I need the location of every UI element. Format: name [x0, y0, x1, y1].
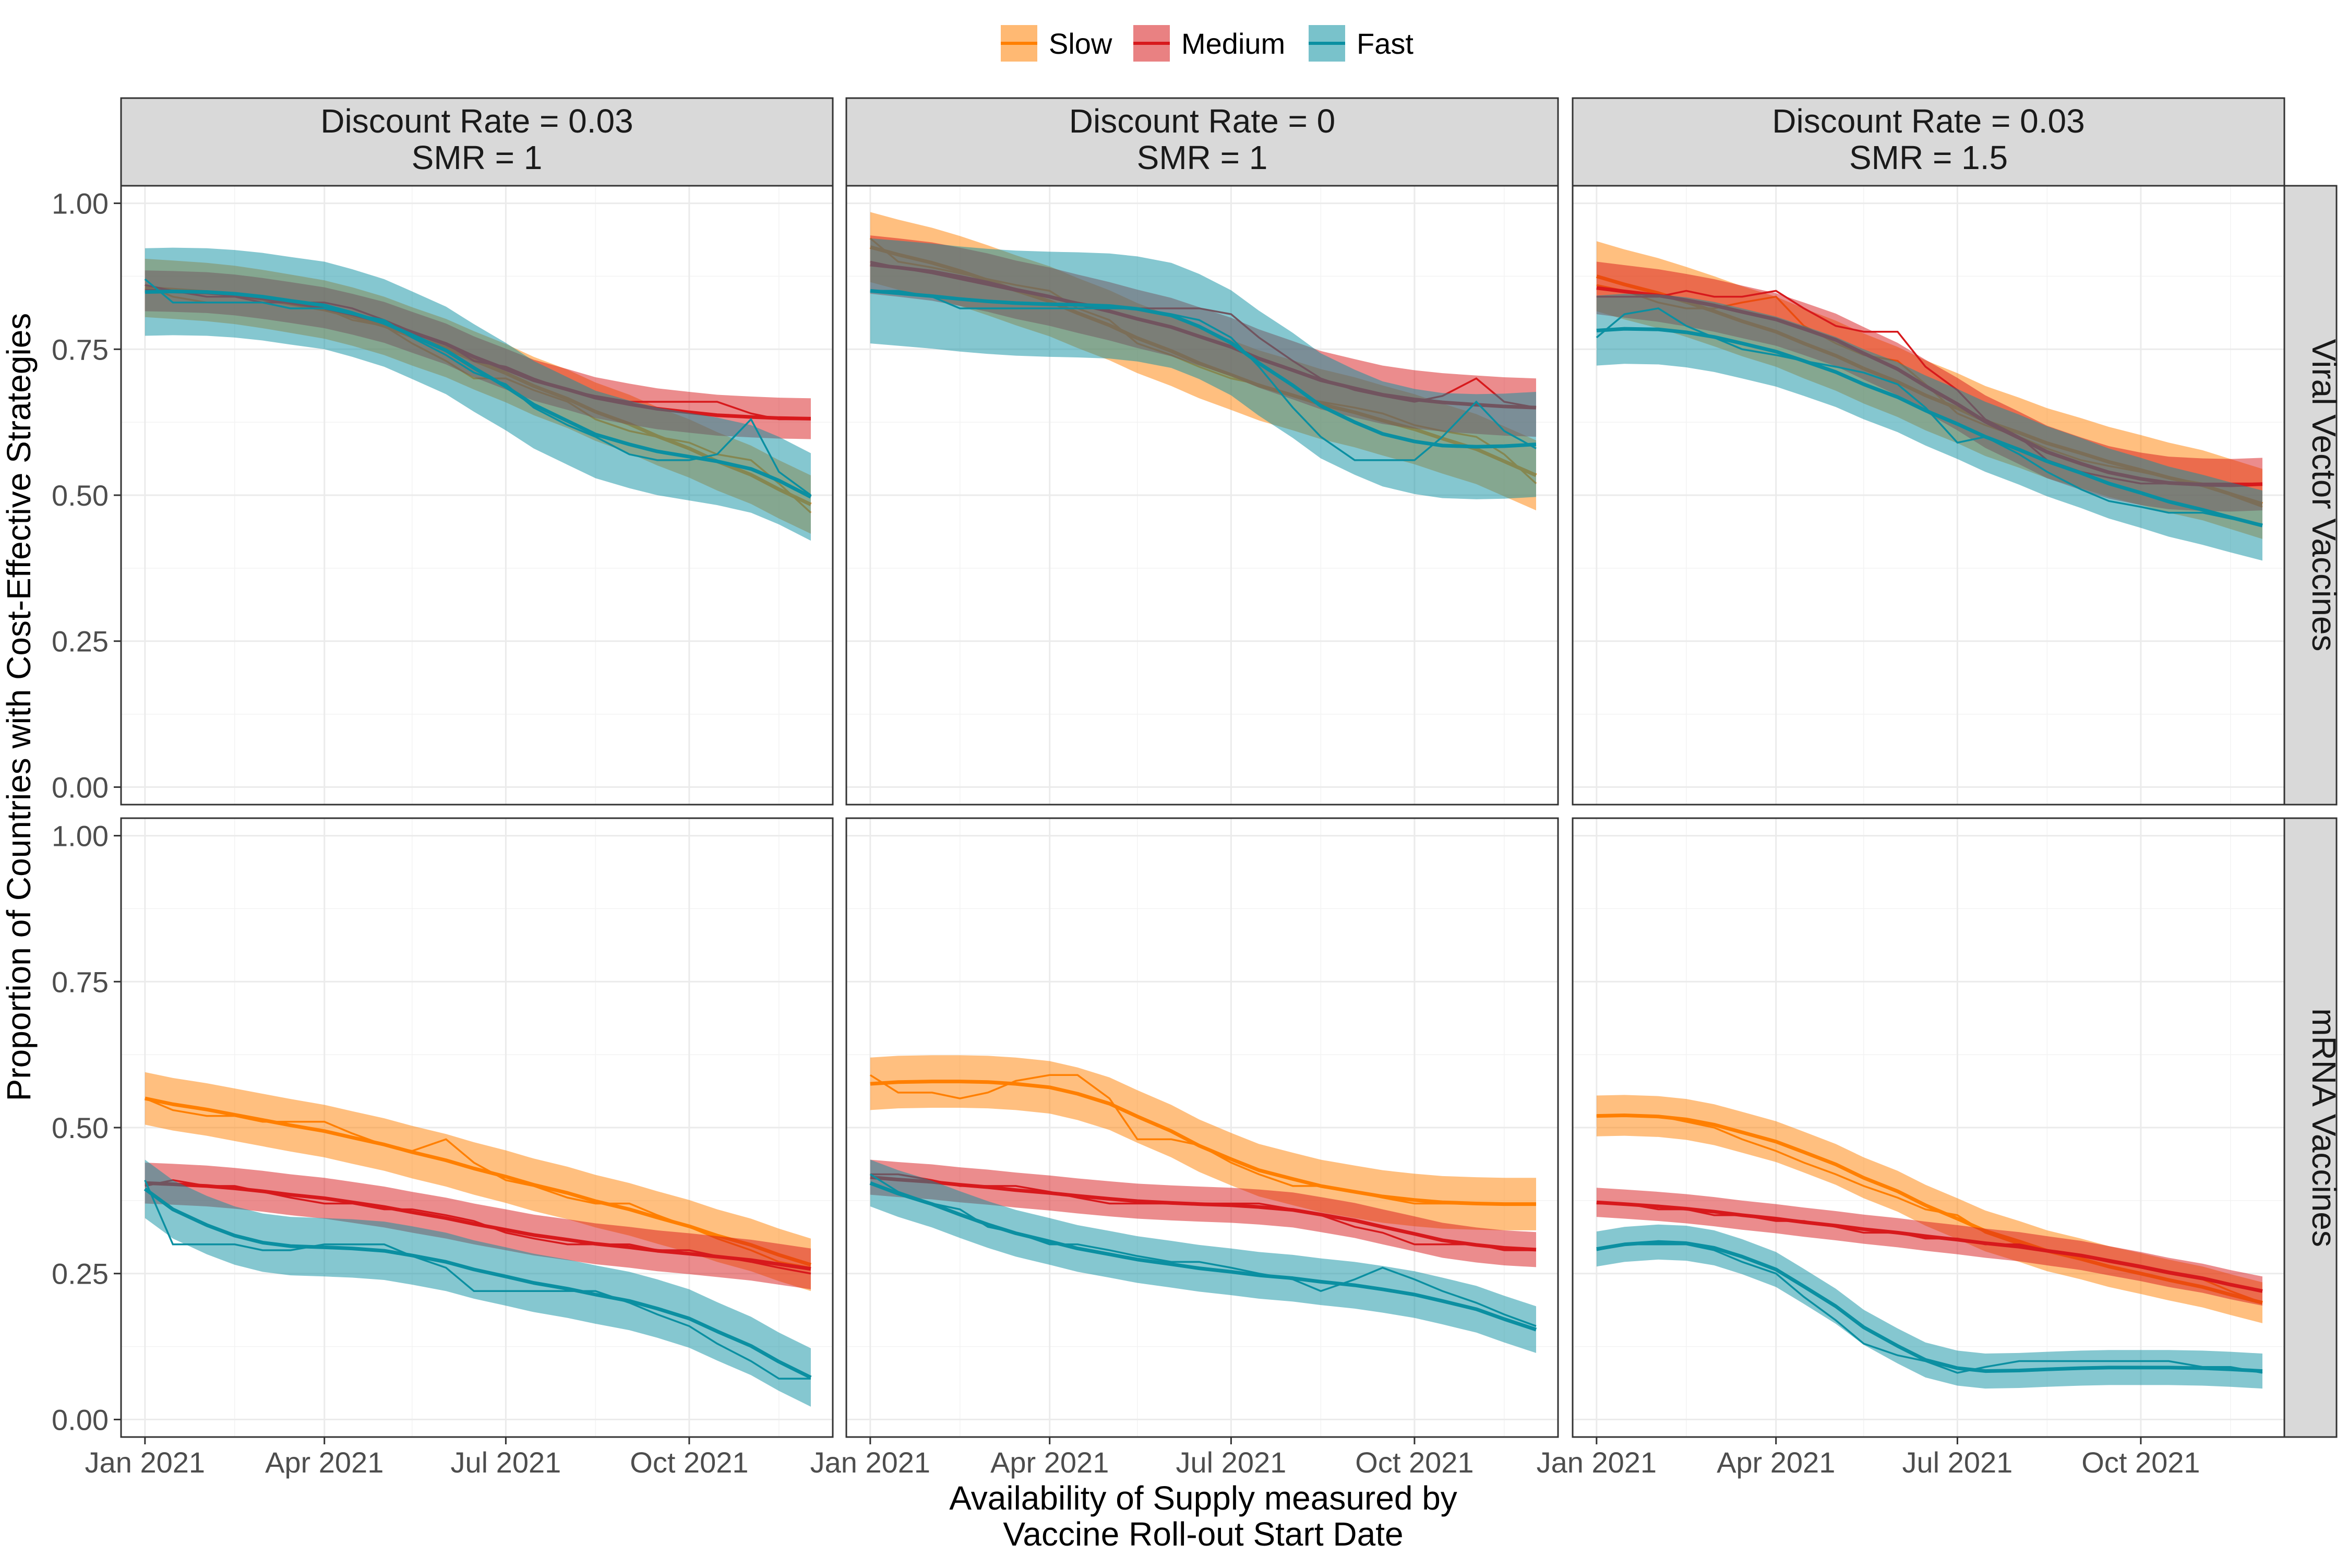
smoothed-series-line — [1596, 1240, 2263, 1373]
x-tick-label: Apr 2021 — [1717, 1446, 1835, 1479]
column-strip-label-line-2: SMR = 1 — [1137, 139, 1268, 176]
column-strip-label-line-2: SMR = 1 — [412, 139, 543, 176]
series-fast — [1596, 293, 2263, 561]
legend-item-slow: Slow — [1001, 25, 1112, 62]
x-tick-label: Jan 2021 — [85, 1446, 205, 1479]
confidence-band — [1596, 293, 2262, 561]
series-fast — [143, 1159, 812, 1407]
y-tick-label: 0.25 — [52, 625, 109, 658]
series-slow — [869, 1055, 1536, 1230]
row-strip-background — [2283, 185, 2338, 806]
smoothed-series-line — [145, 1096, 812, 1267]
x-tick-label: Jan 2021 — [1537, 1446, 1657, 1479]
row-strip-1: Viral Vector Vaccines — [2283, 185, 2343, 806]
y-axis-title-group: Proportion of Countries with Cost-Effect… — [0, 313, 38, 1102]
series-fast — [144, 247, 812, 541]
y-tick-label: 0.50 — [52, 479, 109, 512]
x-tick-label: Oct 2021 — [630, 1446, 748, 1479]
smoothed-series-line — [143, 1187, 812, 1380]
legend-item-fast: Fast — [1309, 25, 1413, 62]
y-tick-label: 0.50 — [52, 1111, 109, 1144]
smoothed-series-line — [145, 1181, 811, 1271]
x-axis-title-line-1: Availability of Supply measured by — [949, 1479, 1457, 1517]
series-medium — [1596, 1188, 2263, 1306]
column-strip-label-line-1: Discount Rate = 0 — [1069, 102, 1336, 140]
smoothed-series-line — [870, 1080, 1536, 1206]
smoothed-series-line — [869, 1181, 1537, 1332]
x-tick-label: Jan 2021 — [810, 1446, 930, 1479]
y-tick-label: 0.75 — [52, 333, 109, 366]
series-medium — [870, 1159, 1537, 1267]
y-tick-label: 0.25 — [52, 1258, 109, 1290]
panel-r1-c3 — [1572, 185, 2285, 806]
y-tick-label: 0.75 — [52, 965, 109, 998]
smoothed-series-line — [870, 1175, 1537, 1252]
panel-r2-c3: Jan 2021 Apr 2021 Jul 2021 Oct 2021 — [1537, 817, 2285, 1479]
legend-label: Slow — [1049, 27, 1112, 60]
smoothed-series-line — [145, 290, 812, 499]
legend-label: Medium — [1181, 27, 1285, 60]
panel-r2-c1: 0.00 0.25 0.50 0.75 1.00 Jan 2021 Apr 2021 Jul … — [52, 817, 834, 1479]
confidence-band — [870, 1055, 1536, 1230]
row-strip-background — [2283, 817, 2338, 1438]
panel-border — [1572, 185, 2285, 806]
column-strip-background — [120, 97, 834, 187]
panel-r1-c2 — [845, 185, 1559, 806]
column-strip-background — [1572, 97, 2285, 187]
smoothed-series-line — [870, 289, 1537, 449]
x-tick-label: Oct 2021 — [1355, 1446, 1474, 1479]
series-fast — [869, 1159, 1537, 1353]
panel-r2-c2: Jan 2021 Apr 2021 Jul 2021 Oct 2021 — [810, 817, 1559, 1479]
confidence-band — [145, 1159, 811, 1407]
panel-border — [845, 185, 1559, 806]
x-axis-title-line-2: Vaccine Roll-out Start Date — [1003, 1515, 1403, 1553]
series-medium — [145, 1163, 811, 1289]
y-axis-title: Proportion of Countries with Cost-Effect… — [0, 313, 38, 1102]
column-strip-label-line-1: Discount Rate = 0.03 — [1772, 102, 2085, 140]
confidence-band — [145, 247, 811, 541]
row-strip-2: mRNA Vaccines — [2283, 817, 2343, 1438]
x-tick-label: Apr 2021 — [265, 1446, 384, 1479]
x-axis-title-group: Availability of Supply measured by Vacci… — [949, 1479, 1457, 1553]
legend-item-medium: Medium — [1133, 25, 1285, 62]
legend: Slow Medium Fast — [1001, 25, 1413, 62]
raw-series-line — [870, 290, 1537, 461]
row-strip-label: mRNA Vaccines — [2305, 1008, 2343, 1247]
column-strip-label-line-2: SMR = 1.5 — [1849, 139, 2008, 176]
column-strip-label-line-1: Discount Rate = 0.03 — [320, 102, 633, 140]
panel-border — [845, 817, 1559, 1438]
raw-series-line — [144, 1180, 811, 1380]
x-tick-label: Apr 2021 — [990, 1446, 1109, 1479]
smoothed-series-line — [1596, 1200, 2263, 1293]
y-tick-label: 1.00 — [52, 820, 109, 853]
panel-border — [1572, 817, 2285, 1438]
legend-label: Fast — [1357, 27, 1413, 60]
confidence-band — [870, 1159, 1536, 1353]
x-tick-label: Jul 2021 — [451, 1446, 561, 1479]
x-tick-label: Jul 2021 — [1176, 1446, 1287, 1479]
confidence-band — [870, 1159, 1536, 1267]
x-tick-label: Oct 2021 — [2081, 1446, 2200, 1479]
y-tick-label: 0.00 — [52, 771, 109, 804]
series-fast — [1596, 1224, 2263, 1389]
series-fast — [870, 238, 1537, 499]
row-strip-label: Viral Vector Vaccines — [2305, 339, 2343, 652]
x-tick-label: Jul 2021 — [1902, 1446, 2013, 1479]
smoothed-series-line — [1596, 327, 2263, 528]
y-tick-label: 1.00 — [52, 187, 109, 220]
y-tick-label: 0.00 — [52, 1403, 109, 1436]
column-strip-background — [845, 97, 1559, 187]
panel-r1-c1: 0.00 0.25 0.50 0.75 1.00 — [52, 185, 834, 806]
